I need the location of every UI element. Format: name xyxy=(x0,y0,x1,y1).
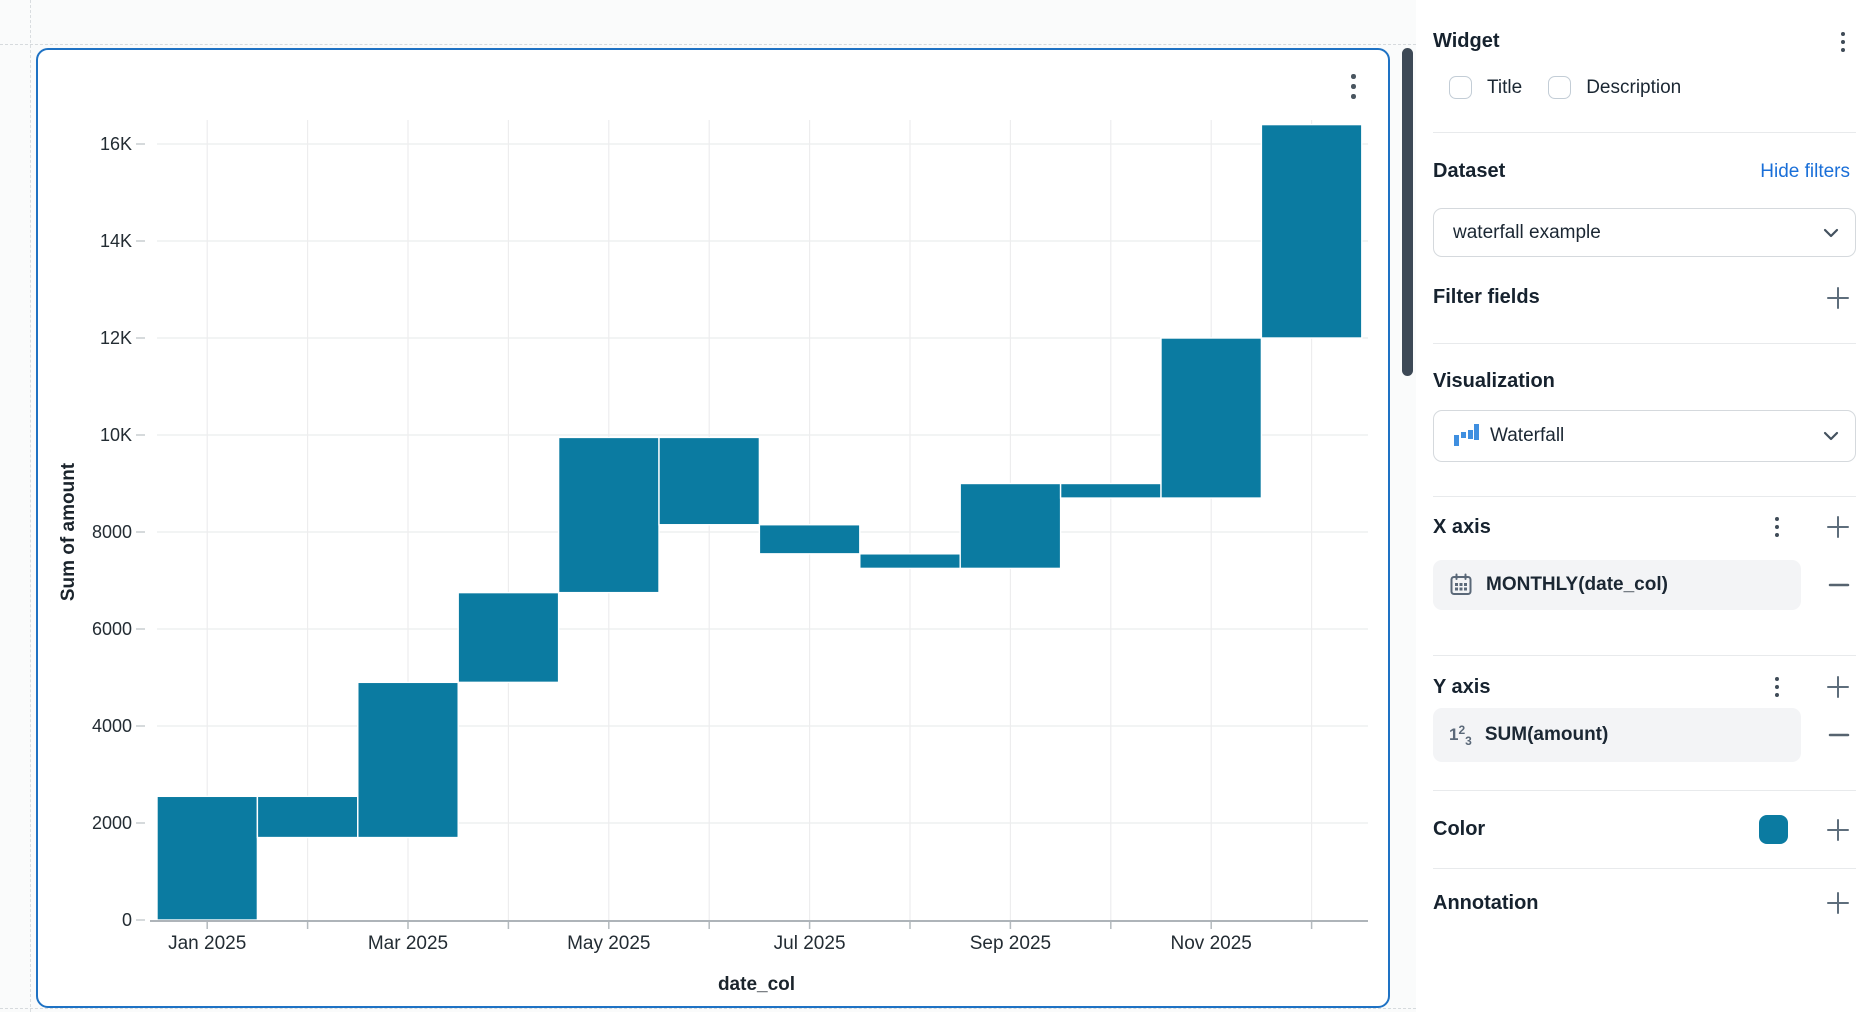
y-axis-add-plus-icon[interactable] xyxy=(1826,675,1850,699)
number-123-icon: 123 xyxy=(1449,722,1472,748)
add-filter-plus-icon[interactable] xyxy=(1826,286,1850,310)
y-axis-field-row: 123 SUM(amount) xyxy=(1433,708,1850,762)
svg-text:May 2025: May 2025 xyxy=(567,933,650,954)
x-axis-label: X axis xyxy=(1433,516,1491,538)
y-axis-label: Y axis xyxy=(1433,676,1491,698)
chart-widget-card[interactable]: 0 2000 4000 6000 8000 10K 12K 14K 16K Jan 2025 Mar… xyxy=(36,48,1390,1008)
svg-text:Sum of amount: Sum of amount xyxy=(58,462,79,601)
svg-text:Jul 2025: Jul 2025 xyxy=(774,933,846,954)
description-checkbox-label: Description xyxy=(1586,76,1682,98)
y-axis-field-name: SUM(amount) xyxy=(1484,724,1609,745)
svg-text:date_col: date_col xyxy=(718,974,795,995)
chevron-down-icon xyxy=(1823,431,1839,441)
x-axis-remove-minus-icon[interactable] xyxy=(1828,574,1850,596)
svg-text:8000: 8000 xyxy=(92,522,132,542)
visualization-select[interactable]: Waterfall xyxy=(1433,410,1856,462)
y-axis-header-row: Y axis xyxy=(1433,676,1850,699)
dataset-header-row: Dataset Hide filters xyxy=(1433,160,1850,183)
panel-title: Widget xyxy=(1433,30,1500,52)
settings-panel: Widget Title Description Dataset Hide fi… xyxy=(1416,0,1864,1012)
filter-fields-label: Filter fields xyxy=(1433,286,1540,308)
svg-text:6000: 6000 xyxy=(92,619,132,639)
title-checkbox-label: Title xyxy=(1487,76,1523,98)
title-checkbox[interactable] xyxy=(1449,76,1472,99)
color-add-plus-icon[interactable] xyxy=(1826,818,1850,842)
svg-text:12K: 12K xyxy=(100,328,132,348)
dataset-label: Dataset xyxy=(1433,160,1506,182)
divider xyxy=(1433,343,1856,344)
svg-text:10K: 10K xyxy=(100,425,132,445)
svg-text:14K: 14K xyxy=(100,231,132,251)
svg-text:Sep 2025: Sep 2025 xyxy=(970,933,1051,954)
color-swatch[interactable] xyxy=(1759,815,1788,844)
y-axis-field-chip[interactable]: 123 SUM(amount) xyxy=(1433,708,1801,762)
x-axis-kebab-menu-icon[interactable] xyxy=(1770,515,1784,541)
y-axis-kebab-menu-icon[interactable] xyxy=(1770,675,1784,701)
widget-kebab-menu-icon[interactable] xyxy=(1346,72,1360,106)
svg-text:Nov 2025: Nov 2025 xyxy=(1171,933,1252,954)
color-row: Color xyxy=(1433,815,1850,847)
annotation-row: Annotation xyxy=(1433,892,1850,915)
annotation-label: Annotation xyxy=(1433,892,1539,914)
panel-kebab-menu-icon[interactable] xyxy=(1836,30,1850,56)
divider xyxy=(1433,790,1856,791)
x-axis-field-row: MONTHLY(date_col) xyxy=(1433,560,1850,610)
divider xyxy=(1433,132,1856,133)
divider xyxy=(1433,868,1856,869)
calendar-icon xyxy=(1450,573,1472,595)
svg-text:0: 0 xyxy=(122,910,132,930)
chevron-down-icon xyxy=(1823,228,1839,237)
canvas-grid-line xyxy=(0,44,1416,45)
x-axis-header-row: X axis xyxy=(1433,516,1850,539)
canvas-grid-line xyxy=(30,0,31,1012)
widget-toggles-row: Title Description xyxy=(1449,76,1850,99)
waterfall-chart-icon xyxy=(1454,424,1479,446)
x-axis-field-chip[interactable]: MONTHLY(date_col) xyxy=(1433,560,1801,610)
description-checkbox[interactable] xyxy=(1548,76,1572,99)
canvas-scrollbar[interactable] xyxy=(1402,48,1413,376)
waterfall-chart: 0 2000 4000 6000 8000 10K 12K 14K 16K Jan 2025 Mar… xyxy=(58,120,1368,995)
svg-text:16K: 16K xyxy=(100,134,132,154)
dataset-select[interactable]: waterfall example xyxy=(1433,208,1856,257)
filter-fields-row: Filter fields xyxy=(1433,286,1850,309)
svg-text:Jan 2025: Jan 2025 xyxy=(168,933,246,954)
divider xyxy=(1433,655,1856,656)
divider xyxy=(1433,496,1856,497)
visualization-select-value: Waterfall xyxy=(1490,425,1565,446)
svg-text:4000: 4000 xyxy=(92,716,132,736)
x-axis-add-plus-icon[interactable] xyxy=(1826,515,1850,539)
annotation-add-plus-icon[interactable] xyxy=(1826,891,1850,915)
visualization-header-row: Visualization xyxy=(1433,370,1850,393)
x-axis-field-name: MONTHLY(date_col) xyxy=(1486,574,1668,595)
y-axis-remove-minus-icon[interactable] xyxy=(1828,724,1850,746)
widget-header-row: Widget xyxy=(1433,30,1850,53)
svg-text:Mar 2025: Mar 2025 xyxy=(368,933,448,954)
color-label: Color xyxy=(1433,818,1486,840)
hide-filters-link[interactable]: Hide filters xyxy=(1760,161,1850,182)
dataset-select-value: waterfall example xyxy=(1453,221,1601,243)
svg-text:2000: 2000 xyxy=(92,813,132,833)
dashboard-canvas: 0 2000 4000 6000 8000 10K 12K 14K 16K Jan 2025 Mar… xyxy=(0,0,1416,1012)
visualization-label: Visualization xyxy=(1433,370,1555,392)
canvas-grid-line xyxy=(0,1008,1416,1009)
